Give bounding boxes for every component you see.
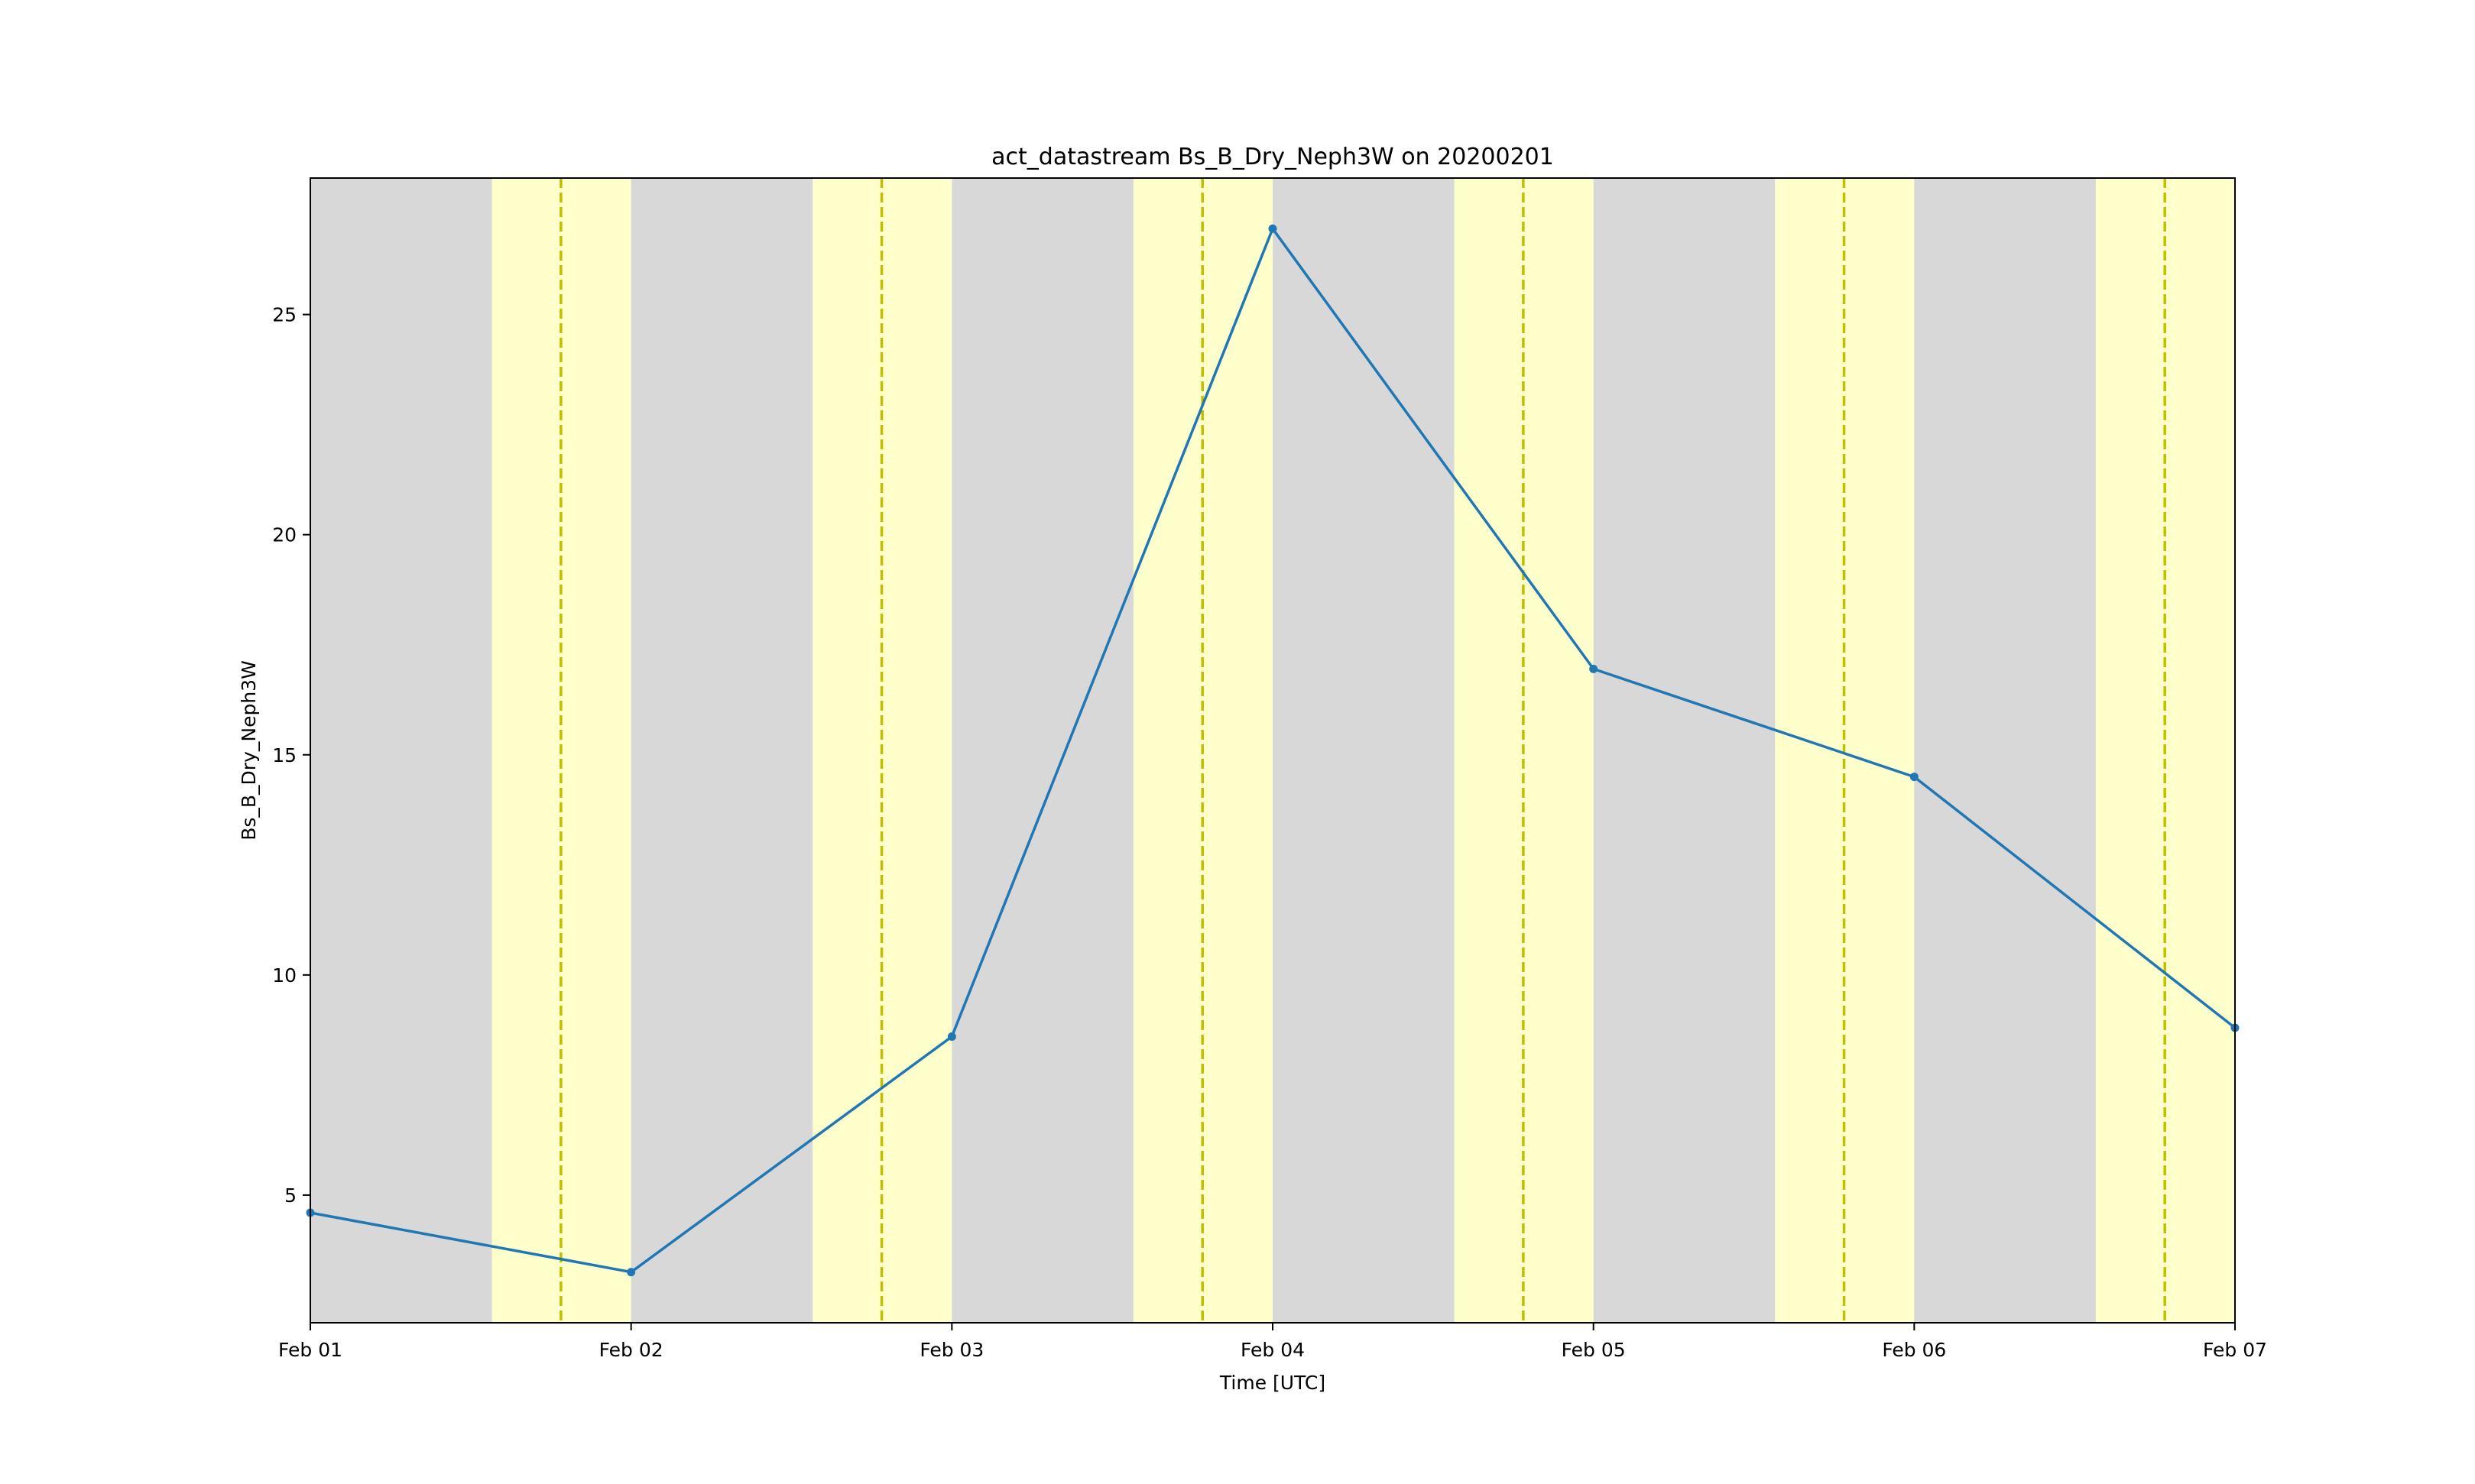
x-tick-label: Feb 02 xyxy=(599,1339,663,1361)
chart-title: act_datastream Bs_B_Dry_Neph3W on 202002… xyxy=(991,144,1554,170)
x-tick-label: Feb 05 xyxy=(1562,1339,1626,1361)
x-tick-label: Feb 04 xyxy=(1241,1339,1305,1361)
y-tick-label: 15 xyxy=(272,744,297,766)
y-tick-label: 20 xyxy=(272,524,297,546)
data-point-2 xyxy=(627,1268,636,1277)
x-tick-label: Feb 06 xyxy=(1882,1339,1946,1361)
data-point-5 xyxy=(1589,664,1598,673)
x-tick-label: Feb 03 xyxy=(920,1339,984,1361)
y-tick-label: 10 xyxy=(272,964,297,987)
y-tick-label: 5 xyxy=(284,1184,297,1207)
x-axis-title: Time [UTC] xyxy=(1219,1372,1325,1394)
x-tick-label: Feb 07 xyxy=(2203,1339,2267,1361)
x-tick-label: Feb 01 xyxy=(278,1339,342,1361)
data-point-6 xyxy=(1909,773,1919,782)
data-point-3 xyxy=(947,1032,956,1041)
y-tick-label: 25 xyxy=(272,304,297,326)
data-point-4 xyxy=(1268,224,1277,233)
y-axis-title: Bs_B_Dry_Neph3W xyxy=(238,660,260,841)
